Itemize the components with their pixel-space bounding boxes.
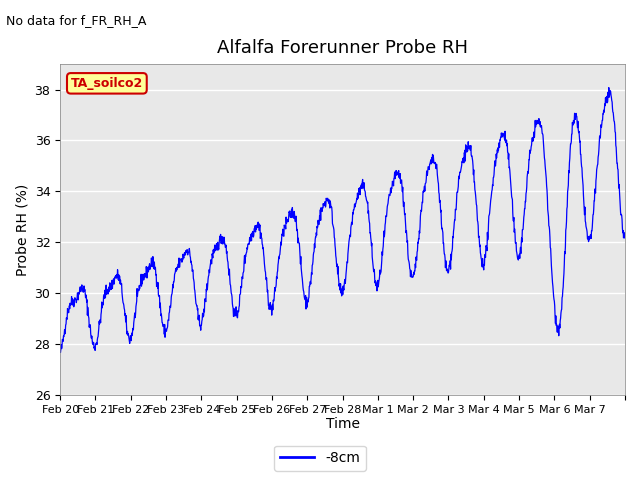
X-axis label: Time: Time	[326, 418, 360, 432]
Y-axis label: Probe RH (%): Probe RH (%)	[15, 183, 29, 276]
Text: No data for f_FR_RH_A: No data for f_FR_RH_A	[6, 14, 147, 27]
Text: TA_soilco2: TA_soilco2	[71, 77, 143, 90]
Legend: -8cm: -8cm	[274, 445, 366, 471]
Title: Alfalfa Forerunner Probe RH: Alfalfa Forerunner Probe RH	[217, 39, 468, 57]
